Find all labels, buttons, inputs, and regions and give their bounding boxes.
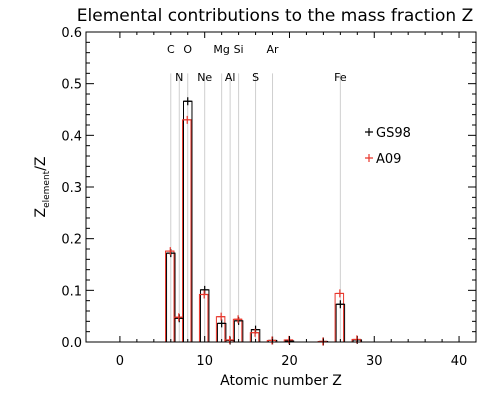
y-axis-label-sub: element <box>42 170 52 208</box>
chart-title: Elemental contributions to the mass frac… <box>77 6 473 26</box>
legend-marker-a09 <box>365 154 373 162</box>
marker-a09-z13 <box>225 335 234 344</box>
x-tick-label: 10 <box>196 354 213 369</box>
x-tick-label: 30 <box>366 354 383 369</box>
marker-a09-z26 <box>335 289 344 298</box>
y-tick-label: 0.3 <box>61 181 82 196</box>
marker-a09-z24 <box>318 337 327 346</box>
element-label: C <box>167 43 175 56</box>
y-axis-label: Zelement/Z <box>33 156 52 217</box>
marker-a09-z6 <box>166 247 175 256</box>
marker-a09-z12 <box>217 312 226 321</box>
marker-a09-z8 <box>183 115 192 124</box>
marker-a09-z7 <box>174 313 183 322</box>
element-label: S <box>252 71 259 84</box>
y-tick-label: 0.0 <box>61 336 82 351</box>
x-tick-label: 20 <box>281 354 298 369</box>
legend-label-a09: A09 <box>376 152 401 167</box>
element-label: Ne <box>197 71 212 84</box>
y-tick-label: 0.5 <box>61 78 82 93</box>
y-tick-label: 0.1 <box>61 284 82 299</box>
marker-gs98-z8 <box>183 97 192 106</box>
x-tick-label: 40 <box>451 354 468 369</box>
element-label: Ar <box>266 43 279 56</box>
marker-a09-z18 <box>268 336 277 345</box>
y-tick-label: 0.6 <box>61 26 82 41</box>
marker-a09-z10 <box>200 290 209 299</box>
element-label: O <box>183 43 192 56</box>
y-axis-label-tail: /Z <box>33 156 49 170</box>
marker-a09-z16 <box>251 328 260 337</box>
x-axis-label: Atomic number Z <box>220 373 342 389</box>
svg-text:Zelement/Z: Zelement/Z <box>33 156 52 217</box>
legend-marker-gs98 <box>365 128 373 136</box>
marker-a09-z14 <box>234 315 243 324</box>
element-label: Mg <box>213 43 229 56</box>
marker-a09-z20 <box>284 335 293 344</box>
marker-gs98-z12 <box>217 319 226 328</box>
plot-frame <box>85 31 477 343</box>
element-label: Fe <box>334 71 347 84</box>
x-tick-label: 0 <box>116 354 124 369</box>
y-tick-label: 0.2 <box>61 233 82 248</box>
marker-gs98-z26 <box>336 300 345 309</box>
element-label: N <box>175 71 183 84</box>
element-label: Si <box>234 43 244 56</box>
element-label: Al <box>225 71 236 84</box>
y-tick-label: 0.4 <box>61 129 82 144</box>
y-axis-label-main: Z <box>33 208 49 218</box>
legend-label-gs98: GS98 <box>376 126 411 141</box>
